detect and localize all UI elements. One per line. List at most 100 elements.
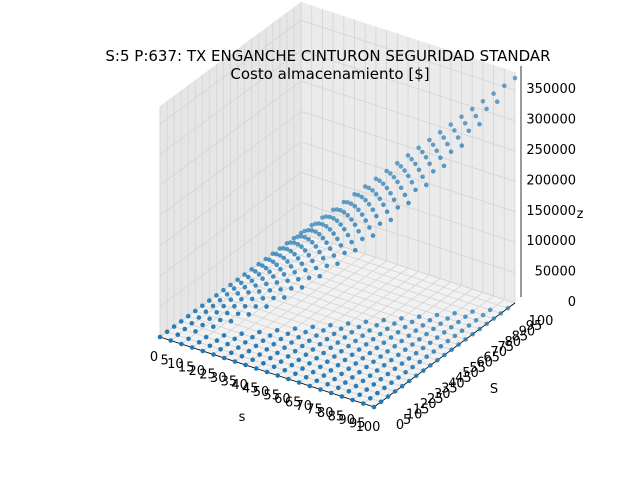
data-point <box>437 130 443 135</box>
data-point <box>388 191 393 196</box>
data-point <box>406 333 412 339</box>
z-axis-label: z <box>577 207 584 222</box>
data-point <box>473 318 479 323</box>
data-point <box>313 221 318 227</box>
data-point <box>218 347 223 352</box>
data-point <box>242 304 248 309</box>
data-point <box>466 323 472 328</box>
data-point <box>353 248 358 253</box>
data-point <box>313 229 318 235</box>
grid-line-z <box>159 202 516 307</box>
data-point <box>292 270 298 275</box>
data-point <box>207 343 213 349</box>
data-point <box>313 265 319 271</box>
data-point <box>330 207 336 213</box>
data-point <box>459 143 465 148</box>
tick-labels: 0 510152025303540455055606570758085909510… <box>150 82 576 435</box>
data-point <box>327 246 333 251</box>
data-point <box>392 389 398 394</box>
data-point <box>317 273 323 279</box>
data-point <box>431 169 436 174</box>
data-point <box>200 303 205 309</box>
data-point <box>221 355 227 361</box>
data-point <box>242 272 247 277</box>
data-point <box>306 227 311 233</box>
y-tick-label: 30 <box>434 387 451 402</box>
data-point <box>392 343 398 349</box>
y-tick-label: 80 <box>505 335 522 350</box>
data-point <box>307 361 312 366</box>
data-point <box>377 178 382 183</box>
data-point <box>292 251 297 257</box>
data-point <box>267 288 273 293</box>
data-point <box>327 227 333 232</box>
data-point <box>388 217 394 223</box>
data-point <box>448 149 454 154</box>
data-point <box>295 234 300 240</box>
data-point <box>384 168 389 174</box>
data-point <box>449 347 454 353</box>
data-point <box>211 352 216 357</box>
data-point <box>366 202 372 207</box>
data-point <box>239 331 244 337</box>
data-point <box>362 184 368 189</box>
data-point <box>388 335 394 340</box>
data-point <box>253 283 258 288</box>
x-tick-label: 10 <box>167 357 184 372</box>
data-point <box>228 318 234 324</box>
data-point <box>410 342 415 347</box>
data-point <box>420 323 426 328</box>
data-point <box>203 334 209 340</box>
z-tick-label: 300000 <box>526 113 576 128</box>
data-point <box>267 257 272 263</box>
data-point <box>452 311 458 316</box>
data-point <box>375 390 380 396</box>
data-point <box>320 222 325 227</box>
data-point <box>434 148 440 153</box>
data-point <box>409 180 415 185</box>
data-point <box>232 336 237 342</box>
data-point <box>377 196 383 202</box>
data-point <box>189 345 195 350</box>
x-tick-label: 5 <box>161 354 169 369</box>
data-point <box>421 368 426 373</box>
data-point <box>370 188 375 193</box>
data-point <box>416 145 422 151</box>
data-point <box>296 357 302 363</box>
data-point <box>321 350 326 356</box>
data-point <box>389 380 394 386</box>
data-point <box>282 345 287 351</box>
z-tick-label: 200000 <box>526 173 576 188</box>
data-point <box>295 241 301 247</box>
data-point <box>324 240 329 245</box>
data-point <box>277 253 283 258</box>
z-tick-label: 150000 <box>526 204 576 219</box>
data-point <box>484 106 489 112</box>
data-point <box>285 331 291 337</box>
data-point <box>253 269 258 274</box>
data-point <box>445 338 451 344</box>
data-point <box>441 135 447 140</box>
data-point <box>274 328 280 333</box>
data-point <box>203 309 209 315</box>
data-point <box>289 286 294 291</box>
data-point <box>335 261 340 267</box>
data-point <box>416 167 422 173</box>
data-point <box>231 286 237 291</box>
x-tick-label: 55 <box>263 389 280 404</box>
data-point <box>264 369 270 375</box>
data-point <box>284 241 290 246</box>
data-point <box>363 197 368 203</box>
data-point <box>303 267 308 273</box>
data-point <box>470 309 475 314</box>
z-tick-label: 0 <box>568 295 576 310</box>
data-point <box>378 331 383 337</box>
data-point <box>417 359 423 365</box>
data-point <box>413 187 418 193</box>
data-point <box>438 321 443 327</box>
data-point <box>438 155 443 160</box>
data-point <box>303 375 309 380</box>
data-point <box>278 266 283 272</box>
data-point <box>374 213 379 219</box>
data-point <box>420 149 425 155</box>
